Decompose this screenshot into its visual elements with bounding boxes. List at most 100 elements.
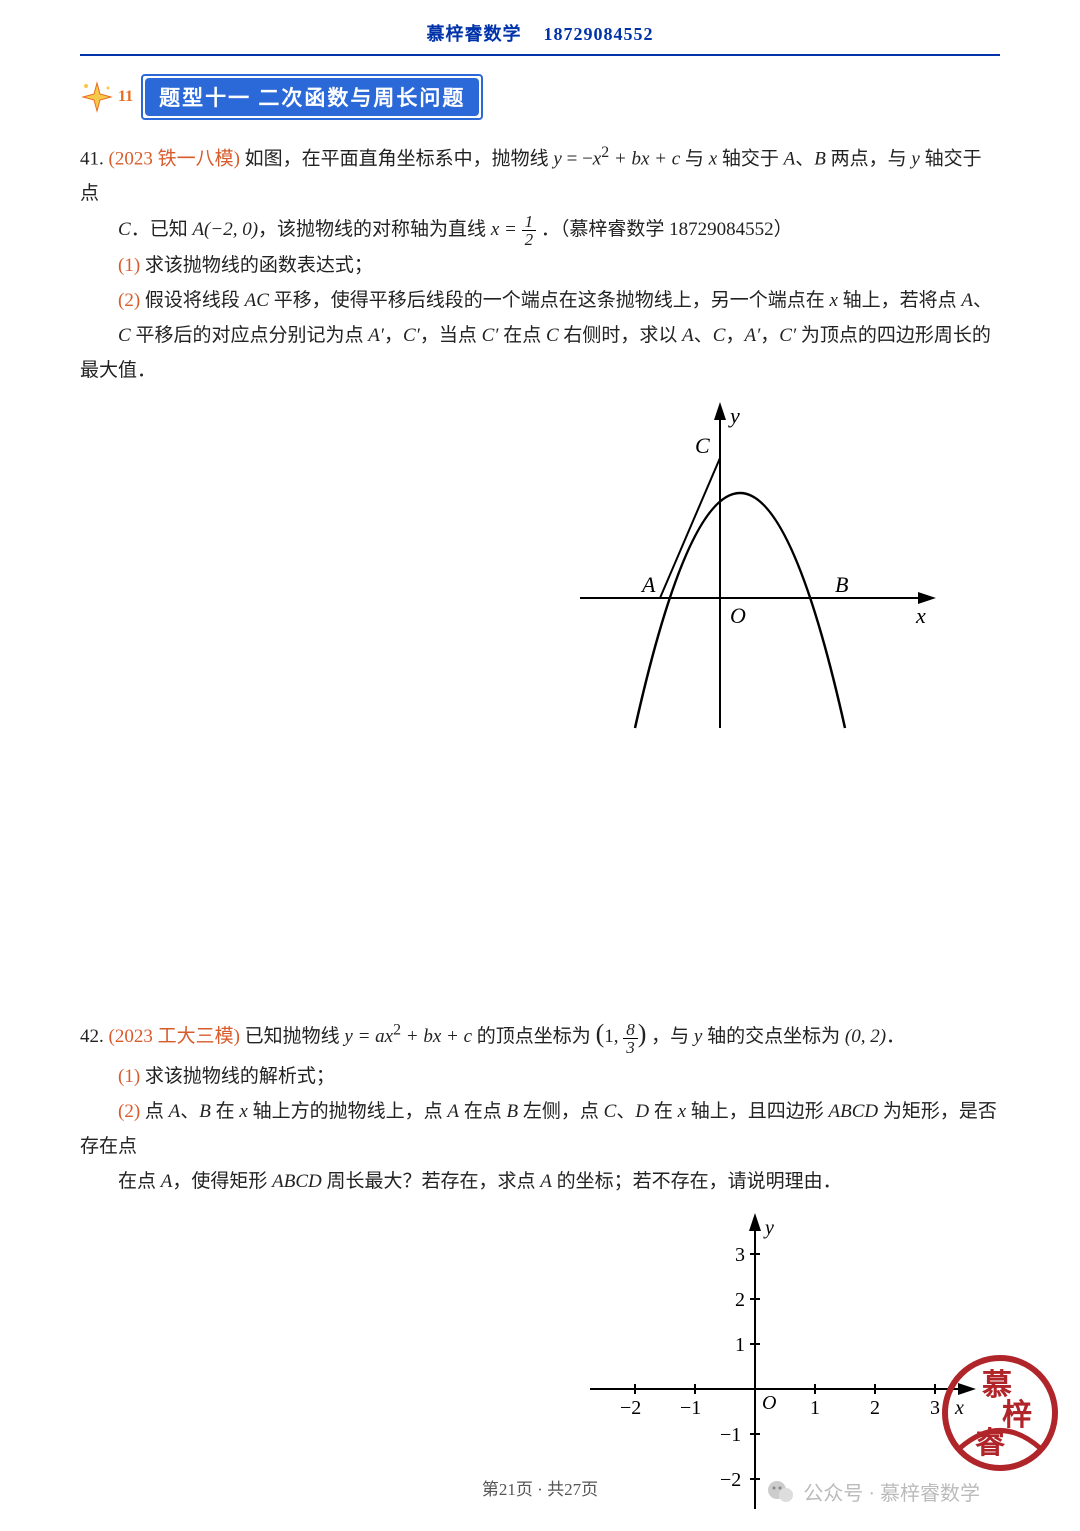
- yl: y: [763, 1217, 774, 1239]
- C: C: [118, 325, 131, 346]
- t: 点: [140, 1101, 169, 1122]
- page-indicator: 第21页 · 共27页: [482, 1480, 598, 1499]
- brand-name: 慕梓睿数学: [427, 24, 522, 44]
- t: 右侧时，求以: [559, 325, 683, 346]
- text: 已知抛物线: [245, 1026, 345, 1047]
- Cp: C′: [403, 325, 420, 346]
- section-title-box: 题型十一 二次函数与周长问题: [141, 74, 483, 120]
- A-coord: A(−2, 0): [192, 219, 258, 240]
- sub2-num: (2): [118, 290, 140, 311]
- text: 轴的交点坐标为: [707, 1026, 845, 1047]
- t: 轴上，且四边形: [686, 1101, 829, 1122]
- seal-ch1: 慕: [982, 1369, 1012, 1402]
- content-area: 41. (2023 铁一八模) 如图，在平面直角坐标系中，抛物线 y = −x2…: [80, 138, 1000, 1531]
- C3: C: [713, 325, 726, 346]
- A4: A: [540, 1171, 552, 1192]
- Cp2: C′: [482, 325, 499, 346]
- intercept: (0, 2): [845, 1026, 886, 1047]
- text: ．已知: [131, 219, 193, 240]
- Ap2: A′: [744, 325, 760, 346]
- x2: x: [678, 1101, 686, 1122]
- C: C: [604, 1101, 617, 1122]
- D: D: [635, 1101, 649, 1122]
- O-label: O: [730, 603, 746, 628]
- watermark-text: 公众号 · 慕梓睿数学: [803, 1477, 980, 1506]
- t: 轴上方的抛物线上，点: [248, 1101, 448, 1122]
- text: 的顶点坐标为: [477, 1026, 596, 1047]
- t: 假设将线段: [140, 290, 245, 311]
- t: 在: [211, 1101, 240, 1122]
- xt1: −1: [680, 1397, 701, 1419]
- watermark: 公众号 · 慕梓睿数学: [767, 1477, 980, 1506]
- s1n: (1): [118, 1066, 140, 1087]
- s1t: 求该抛物线的解析式；: [140, 1066, 335, 1087]
- ABCD: ABCD: [829, 1101, 879, 1122]
- problem-42: 42. (2023 工大三模) 已知抛物线 y = ax2 + bx + c 的…: [80, 1010, 1000, 1531]
- problem-number: 41.: [80, 148, 104, 169]
- A: A: [169, 1101, 181, 1122]
- problem-source: (2023 工大三模): [109, 1026, 240, 1047]
- sub1-num: (1): [118, 255, 140, 276]
- problem-number: 42.: [80, 1026, 104, 1047]
- t: 周长最大？若存在，求点: [322, 1171, 541, 1192]
- xt4: 3: [930, 1397, 940, 1419]
- s2n: (2): [118, 1101, 140, 1122]
- yt0: 3: [735, 1244, 745, 1266]
- A-label: A: [640, 572, 656, 597]
- eq-bx: + bx + c: [609, 148, 680, 169]
- coord-graph-2: −2 −1 1 2 3 3 2 1 −1 −2 O x y: [580, 1209, 980, 1519]
- x-label: x: [915, 603, 926, 628]
- text: 轴交于: [722, 148, 784, 169]
- AC: AC: [245, 290, 269, 311]
- vb: 3: [623, 1039, 638, 1056]
- text: ．（慕梓睿数学 18729084552）: [541, 219, 793, 240]
- sep: 、: [795, 148, 814, 169]
- B: B: [814, 148, 826, 169]
- text: 与: [685, 148, 709, 169]
- t: 在点: [459, 1101, 507, 1122]
- yt3: −1: [720, 1424, 741, 1446]
- frac-top: 1: [522, 213, 537, 231]
- t: ，: [725, 325, 744, 346]
- eq-x: x: [593, 148, 601, 169]
- B2: B: [507, 1101, 519, 1122]
- text: ，该抛物线的对称轴为直线: [258, 219, 491, 240]
- yt1: 2: [735, 1289, 745, 1311]
- C: C: [118, 219, 131, 240]
- A: A: [784, 148, 796, 169]
- eq-mid: = −: [562, 148, 593, 169]
- seal-ch2: 梓: [1002, 1399, 1032, 1432]
- section-number: 11: [118, 88, 133, 106]
- t: 在点: [118, 1171, 161, 1192]
- t: 左侧，点: [518, 1101, 604, 1122]
- sup2: 2: [393, 1022, 401, 1039]
- t: ，使得矩形: [172, 1171, 272, 1192]
- sep: 、: [694, 325, 713, 346]
- t: ，当点: [420, 325, 482, 346]
- Cp3: C′: [779, 325, 796, 346]
- eq-sup: 2: [601, 144, 609, 161]
- t: ，: [760, 325, 779, 346]
- xt3: 2: [870, 1397, 880, 1419]
- y-var: y: [911, 148, 919, 169]
- t: 平移后的对应点分别记为点: [131, 325, 369, 346]
- A2: A: [447, 1101, 459, 1122]
- seal-ch3: 睿: [975, 1427, 1006, 1460]
- t: 轴上，若将点: [838, 290, 962, 311]
- y: y: [694, 1026, 702, 1047]
- text: 如图，在平面直角坐标系中，抛物线: [245, 148, 554, 169]
- problem-41: 41. (2023 铁一八模) 如图，在平面直角坐标系中，抛物线 y = −x2…: [80, 138, 1000, 750]
- wechat-icon: [767, 1478, 795, 1506]
- eq-y: y: [553, 148, 561, 169]
- paren-close: ): [638, 1019, 647, 1048]
- B: B: [199, 1101, 211, 1122]
- A2: A: [682, 325, 694, 346]
- text: ，与: [651, 1026, 694, 1047]
- sep: 、: [973, 290, 992, 311]
- Ap: A′: [368, 325, 384, 346]
- xeq: x =: [491, 219, 522, 240]
- O: O: [762, 1392, 776, 1414]
- x: x: [829, 290, 837, 311]
- y-label: y: [728, 403, 740, 428]
- sub1-text: 求该抛物线的函数表达式；: [140, 255, 373, 276]
